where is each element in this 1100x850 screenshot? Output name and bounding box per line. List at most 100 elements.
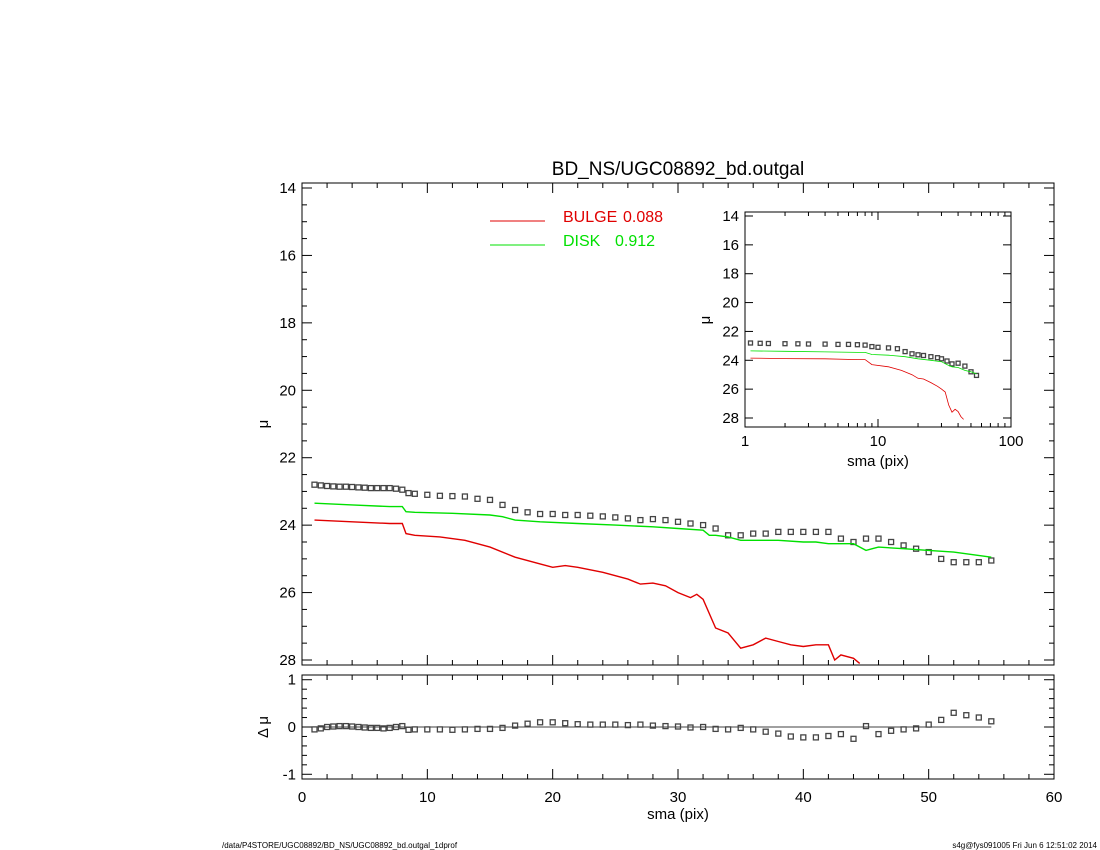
main-y-tick-label: 20 [279,382,296,399]
residual-data-point [775,730,782,737]
main-y-tick-label: 22 [279,450,296,467]
inset-data-point [862,342,868,348]
inset-data-point [949,361,955,367]
residual-data-point [938,716,945,724]
residual-data-point [599,721,606,728]
residual-x-tick-label: 10 [419,789,436,806]
main-data-point [386,484,393,492]
main-disk-line [314,502,992,558]
residual-data-point [587,721,594,728]
inset-data-point [782,341,788,347]
main-data-point [330,483,337,490]
residual-data-point [850,735,857,742]
inset-data-point [869,343,875,350]
legend-bulge-label: BULGE [563,209,617,226]
main-data-point [424,491,431,498]
main-data-point [800,528,807,536]
main-data-point [837,535,845,542]
residual-data-point [374,724,381,732]
residual-data-point [411,726,418,733]
main-axis-ticks: 14 16 18 20 22 24 26 28 [279,180,1055,669]
residual-data-point [405,726,412,733]
main-data-point [392,485,400,492]
residual-data-point [862,722,870,730]
residual-data-point [392,723,400,731]
main-data-point [712,525,719,532]
main-data-point [862,535,870,542]
main-data-point [925,548,932,556]
residual-data-point [386,724,393,732]
residual-data-point [963,712,970,719]
residual-x-tick-label: 60 [1046,789,1063,806]
main-data-point [950,559,957,566]
residual-data-point [549,719,556,726]
inset-data-point [822,341,828,347]
inset-data-point [915,352,921,358]
residual-data-point [724,726,732,733]
inset-data-point [805,341,812,347]
main-y-tick-label: 28 [279,652,296,669]
residual-data-point [355,723,362,731]
residual-data-point [474,725,481,733]
inset-data-point [795,341,801,347]
main-data-point [562,511,569,519]
inset-series-group [747,340,980,420]
chart-title: BD_NS/UGC08892_bd.outgal [552,159,804,180]
legend: BULGE 0.088 DISK 0.912 [490,209,663,250]
inset-bulge-line [750,357,964,420]
main-data-point [355,484,362,491]
residual-data-point [649,722,657,729]
main-data-point [762,530,769,537]
inset-axis-ticks: 1 10 100 14 16 18 20 22 24 26 28 [722,208,1023,450]
inset-y-axis-label: μ [697,316,714,325]
main-data-point [499,501,506,509]
main-data-point [750,530,757,537]
residual-axis-ticks: 0 10 20 30 40 50 60-101 [283,672,1063,806]
residual-series-group [311,709,995,742]
main-data-point [461,493,469,500]
main-data-point [963,559,970,566]
main-data-point [612,514,619,521]
inset-data-point [973,372,980,379]
residual-data-point [712,725,719,733]
legend-disk-label: DISK [563,233,601,250]
main-data-point [938,555,945,563]
inset-data-point [875,344,881,350]
residual-data-point [461,726,469,733]
inset-data-point [920,352,927,359]
residual-x-axis-label: sma (pix) [647,806,709,823]
main-data-point [411,490,418,497]
main-data-point [449,492,456,500]
inset-data-point [909,351,915,357]
residual-data-point [900,726,907,733]
main-data-point [812,528,820,536]
residual-data-point [562,720,569,727]
residual-data-point [812,734,820,741]
residual-data-point [687,724,694,731]
residual-data-point [950,709,957,716]
residual-data-point [424,726,431,733]
main-y-axis-label: μ [255,420,272,429]
main-data-point [988,557,995,564]
main-data-point [311,481,318,488]
inset-y-tick-label: 28 [722,410,739,427]
main-data-point [405,489,412,497]
main-series-group [311,481,995,664]
inset-x-tick-label: 10 [870,433,887,450]
inset-x-tick-label: 100 [998,433,1023,450]
main-data-point [399,486,406,493]
residual-data-point [330,723,337,730]
residual-data-point [348,723,356,730]
residual-data-point [380,725,387,732]
main-data-point [599,513,606,520]
residual-data-point [399,722,406,730]
legend-disk-value: 0.912 [615,233,655,250]
main-data-point [342,483,350,490]
residual-data-point [699,723,707,731]
main-data-point [775,528,782,536]
main-data-point [574,511,581,519]
main-data-point [361,484,368,491]
inset-disk-line [750,350,977,375]
main-data-point [317,482,324,489]
inset-y-tick-label: 20 [722,295,739,312]
